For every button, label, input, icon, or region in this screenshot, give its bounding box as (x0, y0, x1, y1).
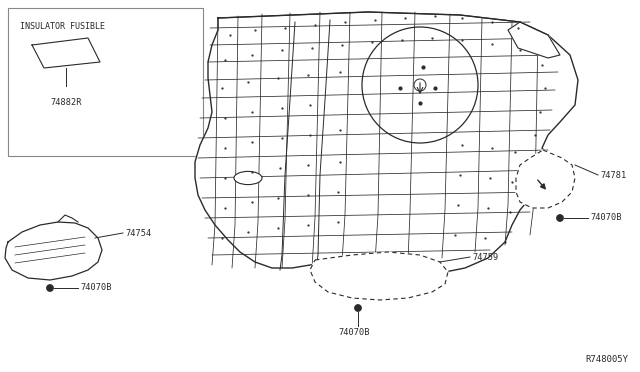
Text: INSULATOR FUSIBLE: INSULATOR FUSIBLE (20, 22, 105, 31)
Polygon shape (310, 252, 448, 300)
Text: 74781: 74781 (600, 170, 627, 180)
Circle shape (414, 79, 426, 91)
Bar (8, 8, 203, 156)
Text: 74754: 74754 (125, 228, 151, 237)
Text: R748005Y: R748005Y (585, 355, 628, 364)
Polygon shape (508, 22, 560, 58)
Polygon shape (5, 222, 102, 280)
Polygon shape (516, 150, 575, 208)
Circle shape (557, 215, 563, 221)
Text: 74070B: 74070B (338, 328, 369, 337)
Circle shape (355, 305, 362, 311)
Polygon shape (32, 38, 100, 68)
Text: 74070B: 74070B (80, 283, 111, 292)
Text: 74882R: 74882R (51, 98, 82, 107)
Text: 74070B: 74070B (590, 214, 621, 222)
Circle shape (47, 285, 54, 292)
Polygon shape (195, 12, 578, 272)
Ellipse shape (234, 171, 262, 185)
Text: 74759: 74759 (472, 253, 499, 262)
